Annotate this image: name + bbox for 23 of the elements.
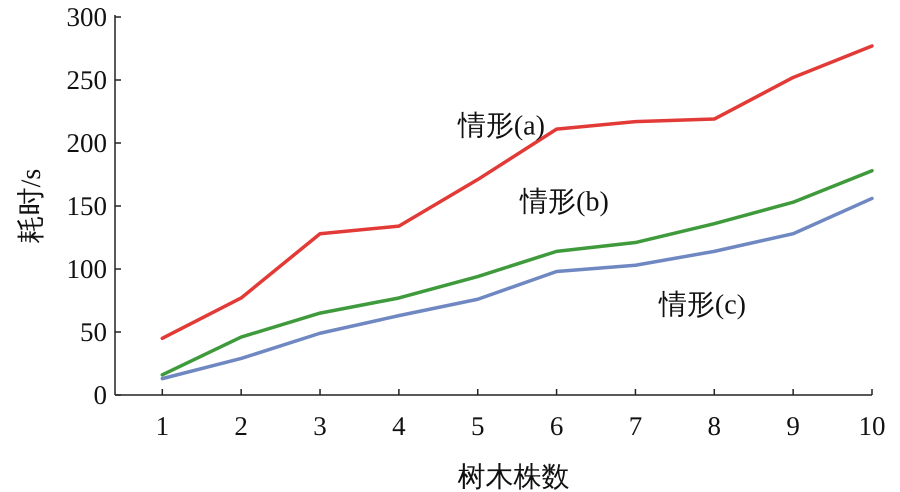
x-tick-label: 2 (234, 411, 248, 441)
y-tick-label: 250 (66, 65, 107, 95)
x-tick-label: 7 (628, 411, 642, 441)
x-tick-label: 3 (313, 411, 327, 441)
x-tick-label: 9 (786, 411, 800, 441)
x-tick-label: 4 (392, 411, 406, 441)
x-tick-label: 5 (470, 411, 484, 441)
series-label: 情形(b) (519, 186, 609, 218)
y-tick-label: 150 (66, 191, 107, 221)
line-series (160, 44, 874, 340)
x-tick-label: 1 (156, 411, 170, 441)
y-tick-label: 0 (94, 380, 107, 410)
x-tick-label: 8 (708, 411, 722, 441)
y-axis-title: 耗时/s (16, 168, 47, 244)
y-tick-label: 50 (80, 317, 107, 347)
y-tick-label: 100 (66, 254, 107, 284)
series-label: 情形(c) (658, 289, 746, 320)
x-tick-label: 6 (550, 411, 564, 441)
series-label: 情形(a) (456, 110, 545, 142)
y-tick-label: 200 (66, 128, 107, 158)
x-tick-label: 10 (858, 411, 886, 441)
x-axis-title: 树木株数 (458, 462, 570, 492)
y-tick-label: 300 (66, 2, 107, 32)
